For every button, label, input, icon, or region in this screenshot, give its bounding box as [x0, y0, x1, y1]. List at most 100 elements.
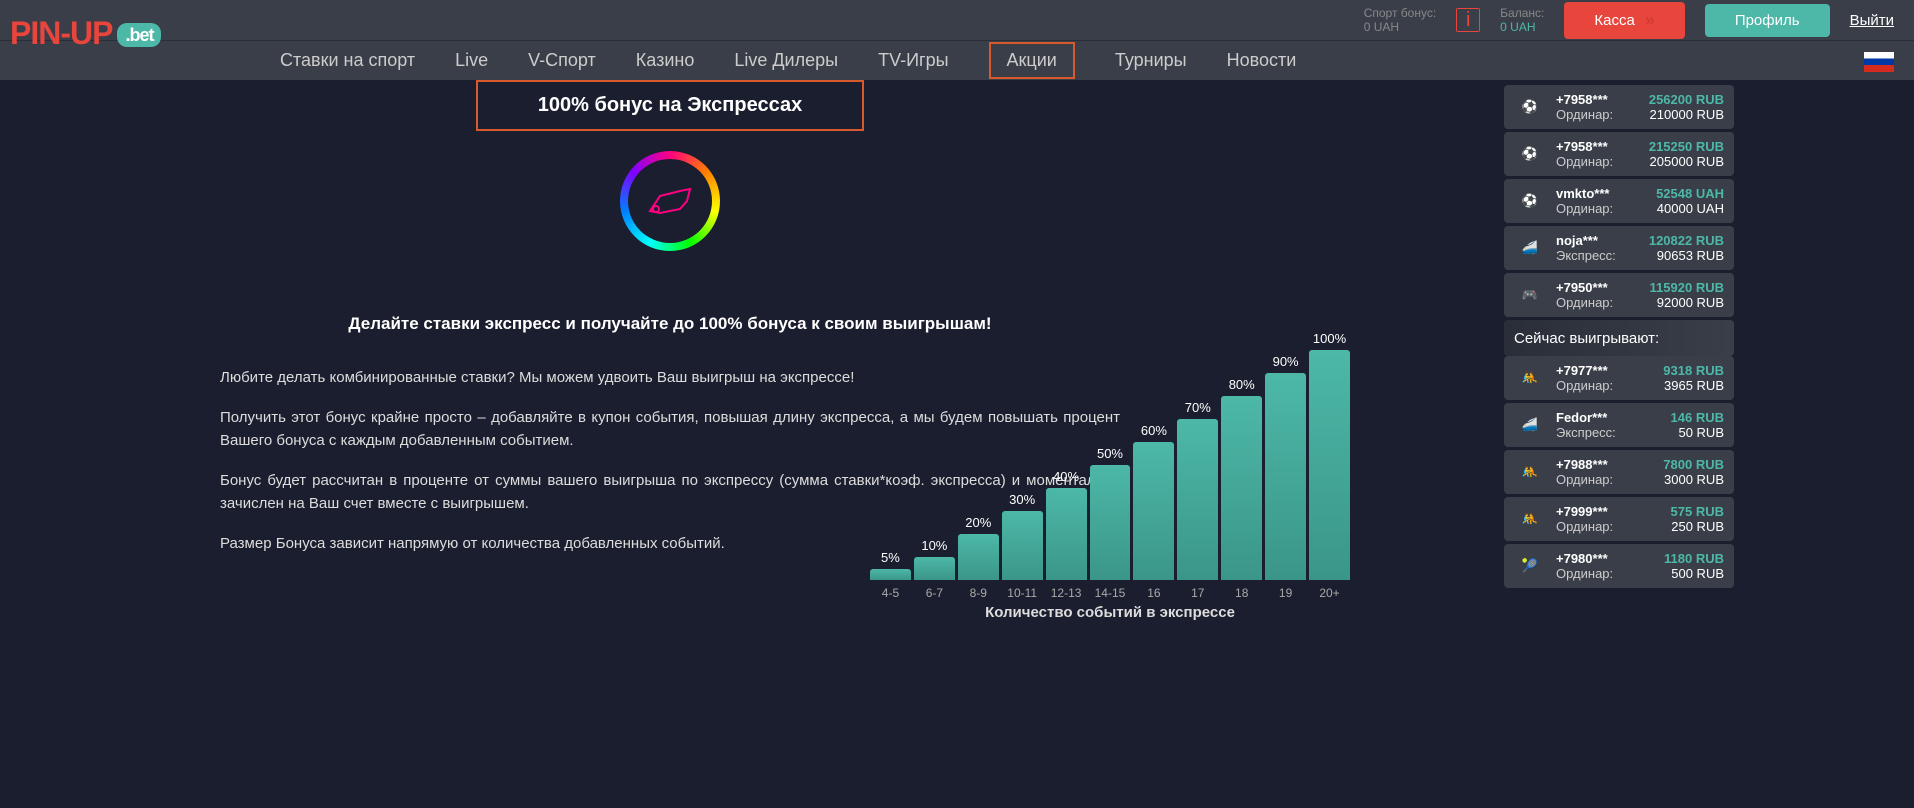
- cash-label: Касса: [1594, 12, 1634, 29]
- topbar: Спорт бонус: 0 UAH i Баланс: 0 UAH Касса…: [0, 0, 1914, 40]
- winner-user: +7958***: [1556, 92, 1608, 107]
- bar-category: 10-11: [1007, 586, 1037, 600]
- bar-col: 5%4-5: [870, 550, 911, 601]
- bar: [914, 557, 955, 580]
- bar-col: 90% 19: [1265, 354, 1306, 600]
- winner-amount: 115920 RUB: [1650, 280, 1724, 295]
- winner-amount: 1180 RUB: [1664, 551, 1724, 566]
- bar-label: 60%: [1141, 423, 1167, 438]
- warning-icon[interactable]: i: [1456, 8, 1480, 32]
- bar: [1177, 419, 1218, 580]
- winner-bet: 50 RUB: [1678, 425, 1724, 440]
- winner-info: Fedor***146 RUBЭкспресс:50 RUB: [1556, 410, 1724, 440]
- nav-item-1[interactable]: Live: [455, 42, 488, 79]
- winner-type: Ординар:: [1556, 472, 1613, 487]
- nav-item-2[interactable]: V-Спорт: [528, 42, 596, 79]
- bar-label: 100%: [1313, 331, 1346, 346]
- logo[interactable]: PIN-UP.bet: [10, 15, 161, 52]
- winner-bet: 3000 RUB: [1664, 472, 1724, 487]
- nav-item-5[interactable]: TV-Игры: [878, 42, 948, 79]
- arrow-icon: »: [1645, 10, 1655, 31]
- bar-category: 18: [1235, 586, 1248, 600]
- bar-category: 6-7: [926, 586, 943, 600]
- balance-block: Баланс: 0 UAH: [1500, 6, 1544, 34]
- bar: [1221, 396, 1262, 580]
- nav-item-7[interactable]: Турниры: [1115, 42, 1187, 79]
- bar-col: 50% 14-15: [1090, 446, 1131, 600]
- nav-item-8[interactable]: Новости: [1227, 42, 1297, 79]
- winner-type: Ординар:: [1556, 154, 1613, 169]
- tennis-icon: 🎾: [1514, 550, 1546, 582]
- bar: [1265, 373, 1306, 580]
- bar-col: 40%12-13: [1046, 469, 1087, 600]
- winner-info: +7950***115920 RUBОрдинар:92000 RUB: [1556, 280, 1724, 310]
- winner-info: +7958***215250 RUBОрдинар:205000 RUB: [1556, 139, 1724, 169]
- soccer-icon: ⚽: [1514, 138, 1546, 170]
- bar: [958, 534, 999, 580]
- winner-amount: 52548 UAH: [1656, 186, 1724, 201]
- winner-item: 🤼+7999***575 RUBОрдинар:250 RUB: [1504, 497, 1734, 541]
- bar-category: 16: [1147, 586, 1160, 600]
- bar-label: 10%: [921, 538, 947, 553]
- winner-item: 🎾+7980***1180 RUBОрдинар:500 RUB: [1504, 544, 1734, 588]
- winner-item: ⚽+7958***256200 RUBОрдинар:210000 RUB: [1504, 85, 1734, 129]
- soccer-icon: ⚽: [1514, 185, 1546, 217]
- bar: [1133, 442, 1174, 580]
- bonus-label: Спорт бонус:: [1364, 6, 1436, 20]
- bar-category: 8-9: [970, 586, 987, 600]
- winner-amount: 120822 RUB: [1649, 233, 1724, 248]
- bar-label: 5%: [881, 550, 900, 565]
- profile-button[interactable]: Профиль: [1705, 4, 1830, 37]
- winner-item: 🤼+7977***9318 RUBОрдинар:3965 RUB: [1504, 356, 1734, 400]
- winner-bet: 92000 RUB: [1657, 295, 1724, 310]
- winner-type: Ординар:: [1556, 519, 1613, 534]
- winner-type: Экспресс:: [1556, 425, 1616, 440]
- lang-flag-icon[interactable]: [1864, 52, 1894, 72]
- bar-col: 10% 6-7: [914, 538, 955, 600]
- winner-type: Ординар:: [1556, 378, 1613, 393]
- winner-user: vmkto***: [1556, 186, 1609, 201]
- bar-label: 90%: [1273, 354, 1299, 369]
- winner-user: +7950***: [1556, 280, 1608, 295]
- winner-info: +7980***1180 RUBОрдинар:500 RUB: [1556, 551, 1724, 581]
- winners-sidebar: ⚽+7958***256200 RUBОрдинар:210000 RUB ⚽ +7…: [1504, 85, 1734, 591]
- winner-item: ⚽+7958***215250 RUBОрдинар:205000 RUB: [1504, 132, 1734, 176]
- winner-info: +7988***7800 RUBОрдинар:3000 RUB: [1556, 457, 1724, 487]
- winner-info: vmkto***52548 UAHОрдинар:40000 UAH: [1556, 186, 1724, 216]
- logo-text: PIN-UP: [10, 15, 112, 51]
- winner-user: noja***: [1556, 233, 1598, 248]
- bar-label: 30%: [1009, 492, 1035, 507]
- nav-item-4[interactable]: Live Дилеры: [734, 42, 838, 79]
- winner-amount: 146 RUB: [1671, 410, 1724, 425]
- express-ring-icon: [620, 151, 720, 251]
- exit-link[interactable]: Выйти: [1850, 12, 1894, 29]
- nav-item-3[interactable]: Казино: [636, 42, 695, 79]
- cash-button[interactable]: Касса »: [1564, 2, 1684, 39]
- winner-bet: 205000 RUB: [1650, 154, 1724, 169]
- logo-suffix: .bet: [117, 23, 161, 47]
- nav-item-0[interactable]: Ставки на спорт: [280, 42, 415, 79]
- nav-item-6[interactable]: Акции: [989, 42, 1075, 79]
- bar: [1046, 488, 1087, 580]
- bar: [1002, 511, 1043, 580]
- bonus-block: Спорт бонус: 0 UAH: [1364, 6, 1436, 34]
- bar-category: 19: [1279, 586, 1292, 600]
- bar-col: 80%18: [1221, 377, 1262, 600]
- bar-col: 20%8-9: [958, 515, 999, 600]
- winner-item: ⚽vmkto***52548 UAHОрдинар:40000 UAH: [1504, 179, 1734, 223]
- bar-label: 50%: [1097, 446, 1123, 461]
- winner-user: +7977***: [1556, 363, 1608, 378]
- winner-type: Экспресс:: [1556, 248, 1616, 263]
- bonus-chart: 5%4-5 10% 6-7 20%8-9 30% 10-11 40%12-13 50% 14-1…: [870, 340, 1350, 621]
- winner-user: +7980***: [1556, 551, 1608, 566]
- balance-value: 0 UAH: [1500, 20, 1544, 34]
- bar-col: 70%17: [1177, 400, 1218, 600]
- bar-category: 14-15: [1095, 586, 1126, 600]
- wrestle-icon: 🤼: [1514, 503, 1546, 535]
- bar-label: 70%: [1185, 400, 1211, 415]
- bar-category: 20+: [1319, 586, 1339, 600]
- winner-amount: 7800 RUB: [1663, 457, 1724, 472]
- balance-label: Баланс:: [1500, 6, 1544, 20]
- bar-col: 60% 16: [1133, 423, 1174, 600]
- winner-user: +7958***: [1556, 139, 1608, 154]
